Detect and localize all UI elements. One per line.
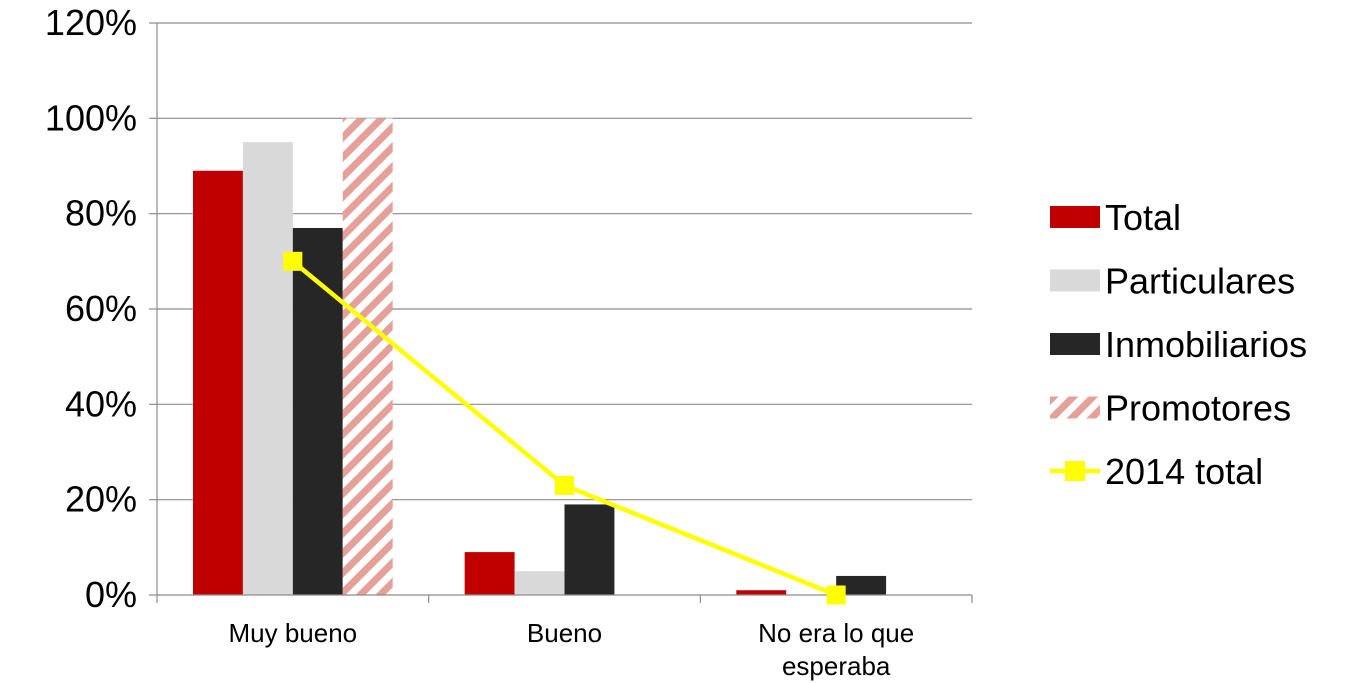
bar-inmobiliarios <box>292 227 343 595</box>
bar-inmobiliarios <box>836 575 887 595</box>
y-tick-label: 80% <box>65 193 137 234</box>
legend-item-total: Total <box>1050 197 1181 238</box>
legend-swatch <box>1050 206 1100 228</box>
legend-item-2014-total: 2014 total <box>1050 451 1263 492</box>
y-tick-label: 0% <box>85 574 137 615</box>
bar-total <box>192 170 243 595</box>
bar-promotores <box>342 118 393 595</box>
y-tick-label: 40% <box>65 383 137 424</box>
category-label: Bueno <box>527 618 602 648</box>
line-point-marker <box>826 585 846 605</box>
legend-label: 2014 total <box>1105 451 1263 492</box>
category-label: Muy bueno <box>229 618 358 648</box>
line-series <box>283 251 846 605</box>
y-tick-label: 60% <box>65 288 137 329</box>
bar-particulares <box>242 142 293 595</box>
category-label: esperaba <box>782 651 891 681</box>
axes: 0% 20% 40% 60% 80% 100% 120% Muy bueno Bueno No e… <box>45 2 973 681</box>
bar-inmobiliarios <box>564 504 615 595</box>
line-point-marker <box>283 251 303 271</box>
category-label: No era lo que <box>758 618 914 648</box>
legend-swatch <box>1050 269 1100 292</box>
y-tick-label: 120% <box>45 2 137 43</box>
legend-item-inmobiliarios: Inmobiliarios <box>1050 324 1307 365</box>
y-tick-label: 20% <box>65 479 137 520</box>
legend: Total Particulares Inmobiliarios Promotores… <box>1050 197 1307 492</box>
legend-swatch <box>1050 333 1100 355</box>
legend-swatch <box>1050 396 1100 419</box>
line-point-marker <box>555 475 574 495</box>
legend-label: Inmobiliarios <box>1105 324 1307 365</box>
bar-particulares <box>514 571 565 595</box>
legend-label: Total <box>1105 197 1181 238</box>
bar-total <box>464 552 515 595</box>
bars <box>192 118 887 595</box>
bar-total <box>736 590 787 595</box>
legend-label: Promotores <box>1105 388 1291 429</box>
legend-label: Particulares <box>1105 261 1295 302</box>
y-tick-label: 100% <box>45 97 137 138</box>
legend-item-particulares: Particulares <box>1050 261 1295 302</box>
legend-marker-swatch <box>1065 461 1085 481</box>
legend-item-promotores: Promotores <box>1050 388 1291 429</box>
